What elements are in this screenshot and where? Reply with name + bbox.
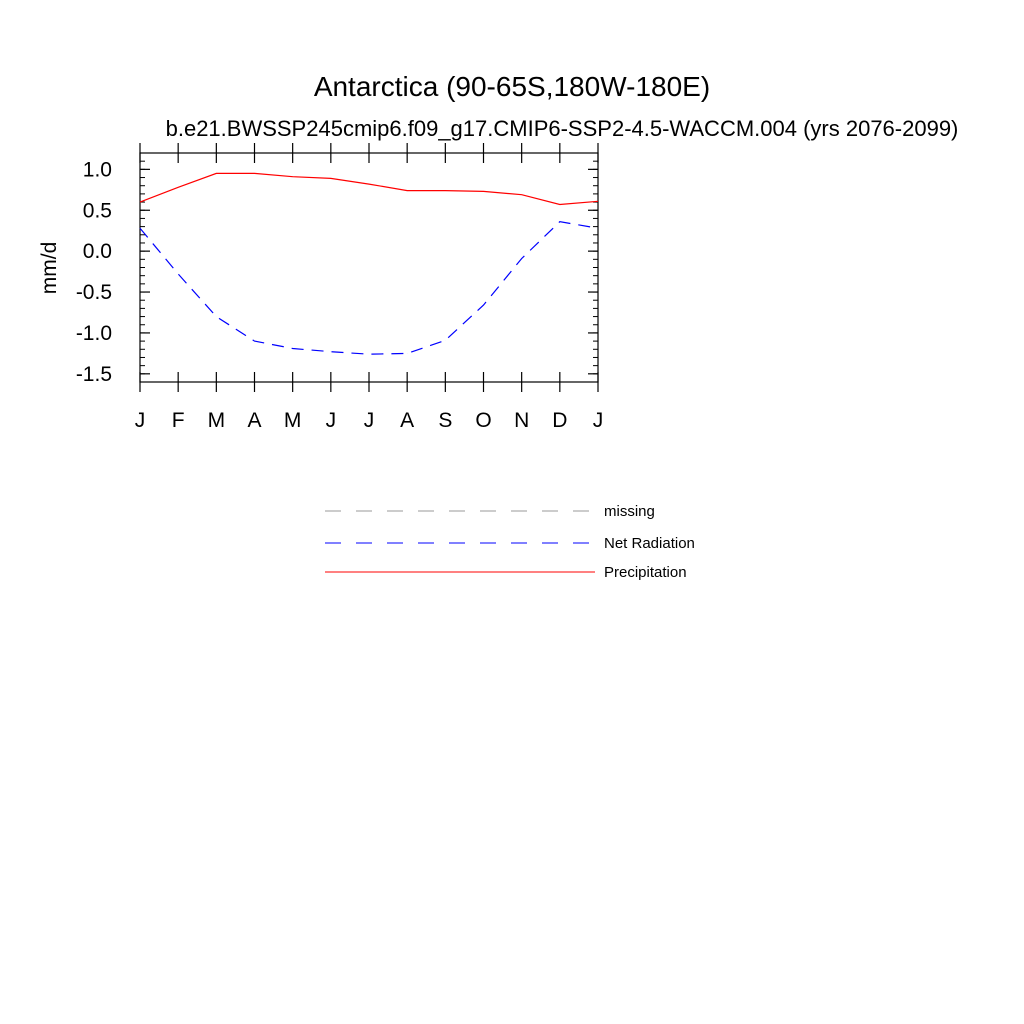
plot-area: 1.00.50.0-0.5-1.0-1.5J F M A M J J A S O N D J <box>76 143 603 432</box>
x-tick-label: J <box>326 409 337 432</box>
y-axis-label: mm/d <box>38 242 61 295</box>
legend-label: missing <box>604 503 655 520</box>
y-tick-label: 1.0 <box>83 158 112 181</box>
x-tick-label: F <box>172 409 185 432</box>
y-tick-label: 0.0 <box>83 240 112 263</box>
x-tick-label: J <box>364 409 375 432</box>
chart-title: Antarctica (90-65S,180W-180E) <box>314 71 710 102</box>
x-tick-label: O <box>475 409 491 432</box>
x-tick-label: M <box>284 409 302 432</box>
y-tick-label: -1.0 <box>76 322 112 345</box>
x-tick-label: J <box>593 409 604 432</box>
y-tick-label: -0.5 <box>76 281 112 304</box>
legend-label: Net Radiation <box>604 535 695 552</box>
x-tick-label: A <box>400 409 414 432</box>
x-tick-label: J <box>135 409 146 432</box>
plot-frame <box>139 152 599 383</box>
y-tick-label: 0.5 <box>83 199 112 222</box>
chart-subtitle: b.e21.BWSSP245cmip6.f09_g17.CMIP6-SSP2-4… <box>166 116 959 141</box>
x-tick-label: M <box>208 409 226 432</box>
legend-label: Precipitation <box>604 564 687 581</box>
x-tick-label: D <box>552 409 567 432</box>
x-tick-label: S <box>438 409 452 432</box>
x-tick-label: N <box>514 409 529 432</box>
legend: missing Net Radiation Precipitation <box>325 503 695 581</box>
series-line-precipitation <box>139 172 599 206</box>
series-line-net-radiation <box>139 221 599 355</box>
y-tick-label: -1.5 <box>76 363 112 386</box>
x-tick-label: A <box>247 409 261 432</box>
